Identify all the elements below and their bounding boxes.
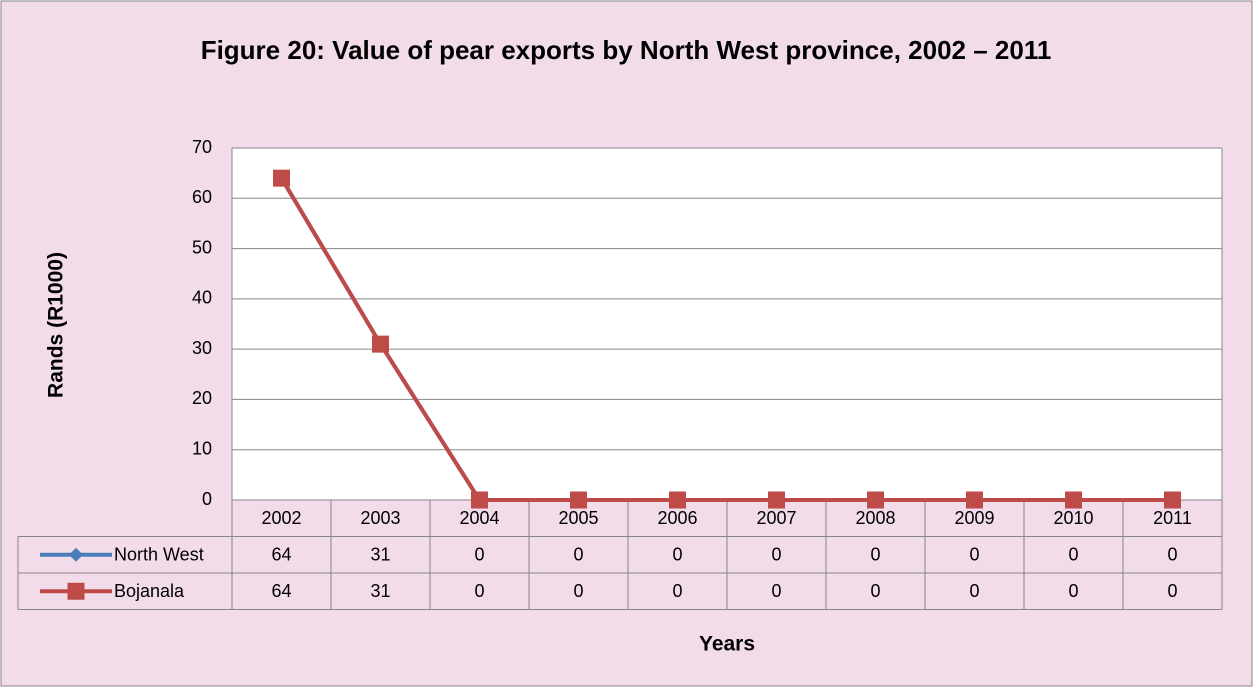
y-axis-title: Rands (R1000) — [45, 252, 68, 398]
legend-label: Bojanala — [114, 581, 185, 601]
marker — [273, 169, 290, 187]
table-value: 0 — [1167, 581, 1177, 601]
marker — [966, 491, 983, 509]
table-value: 0 — [1068, 545, 1078, 565]
table-value: 0 — [870, 545, 880, 565]
table-value: 0 — [474, 581, 484, 601]
series-line — [279, 177, 1173, 502]
x-axis-title: Years — [699, 633, 755, 656]
table-value: 0 — [573, 581, 583, 601]
table-value: 31 — [370, 545, 390, 565]
table-value: 0 — [474, 545, 484, 565]
marker — [768, 491, 785, 509]
y-tick-label: 10 — [192, 438, 212, 458]
plot-area — [232, 148, 1222, 500]
table-value: 0 — [771, 581, 781, 601]
marker — [669, 491, 686, 509]
table-value: 64 — [271, 581, 291, 601]
x-tick-label: 2007 — [756, 508, 796, 528]
y-tick-label: 70 — [192, 137, 212, 157]
y-tick-label: 40 — [192, 288, 212, 308]
x-tick-label: 2011 — [1153, 508, 1192, 528]
x-tick-label: 2002 — [261, 508, 301, 528]
y-tick-label: 50 — [192, 237, 212, 257]
x-tick-label: 2009 — [954, 508, 994, 528]
marker — [372, 335, 389, 353]
table-value: 0 — [1167, 545, 1177, 565]
table-value: 0 — [573, 545, 583, 565]
marker — [1164, 491, 1181, 509]
x-tick-label: 2005 — [558, 508, 598, 528]
table-value: 0 — [969, 581, 979, 601]
table-value: 0 — [1068, 581, 1078, 601]
x-tick-label: 2004 — [459, 508, 499, 528]
marker — [570, 491, 587, 509]
y-tick-label: 20 — [192, 388, 212, 408]
table-value: 0 — [870, 581, 880, 601]
table-value: 0 — [969, 545, 979, 565]
marker — [69, 547, 83, 562]
x-tick-label: 2010 — [1053, 508, 1093, 528]
table-value: 0 — [672, 545, 682, 565]
y-tick-label: 0 — [202, 489, 212, 509]
table-value: 0 — [771, 545, 781, 565]
marker — [1065, 491, 1082, 509]
chart-title: Figure 20: Value of pear exports by Nort… — [200, 35, 1052, 65]
table-value: 31 — [370, 581, 390, 601]
y-tick-label: 60 — [192, 187, 212, 207]
x-tick-label: 2003 — [360, 508, 400, 528]
table-value: 0 — [672, 581, 682, 601]
marker — [67, 582, 85, 600]
x-tick-label: 2006 — [657, 508, 697, 528]
marker — [471, 491, 488, 509]
table-value: 64 — [271, 545, 291, 565]
marker — [867, 491, 884, 509]
y-tick-label: 30 — [192, 338, 212, 358]
x-tick-label: 2008 — [855, 508, 895, 528]
legend-label: North West — [114, 545, 204, 565]
